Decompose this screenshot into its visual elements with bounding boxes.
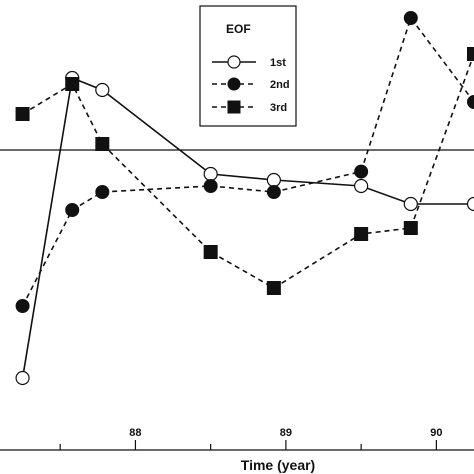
series-point-filled-circle: [354, 164, 369, 179]
legend: EOF 1st 2nd 3rd: [199, 5, 297, 127]
series-point-filled-circle: [203, 179, 218, 193]
legend-label-3rd: 3rd: [270, 102, 287, 114]
series-point-filled-circle: [467, 95, 474, 109]
series-point-filled-square: [266, 281, 281, 295]
series-point-filled-square: [354, 227, 369, 241]
x-tick-label: 88: [129, 427, 141, 439]
x-axis-title: Time (year): [241, 457, 315, 473]
series-point-open-circle: [227, 55, 241, 69]
legend-title: EOF: [226, 22, 251, 36]
legend-box: [199, 5, 297, 127]
series-point-filled-circle: [15, 299, 30, 313]
series-point-open-circle: [95, 82, 110, 98]
series-line-3rd: [22, 53, 474, 289]
series-point-filled-circle: [266, 185, 281, 199]
series-point-open-circle: [15, 370, 30, 386]
legend-label-2nd: 2nd: [270, 79, 290, 91]
series-point-filled-circle: [227, 77, 241, 91]
series-point-open-circle: [466, 196, 474, 212]
series-point-filled-circle: [65, 203, 80, 217]
series-point-filled-square: [467, 47, 474, 61]
x-tick-label: 89: [280, 427, 292, 439]
series-point-filled-circle: [403, 11, 418, 25]
x-axis: 88 89 90: [0, 427, 474, 451]
legend-label-1st: 1st: [270, 57, 286, 69]
series-layer: [15, 11, 474, 386]
series-line-2nd: [21, 16, 474, 307]
series-point-open-circle: [403, 196, 418, 212]
series-point-filled-square: [15, 107, 30, 121]
series-point-filled-square: [95, 137, 110, 151]
series-3rd: [15, 47, 474, 295]
series-point-open-circle: [203, 166, 218, 182]
series-point-filled-square: [65, 77, 80, 91]
series-point-open-circle: [354, 178, 369, 194]
series-point-filled-square: [203, 245, 218, 259]
series-point-filled-square: [403, 221, 418, 235]
series-point-filled-circle: [95, 185, 110, 199]
series-point-filled-square: [227, 100, 241, 114]
series-point-open-circle: [266, 172, 281, 188]
series-2nd: [15, 11, 474, 313]
x-tick-label: 90: [430, 427, 442, 439]
